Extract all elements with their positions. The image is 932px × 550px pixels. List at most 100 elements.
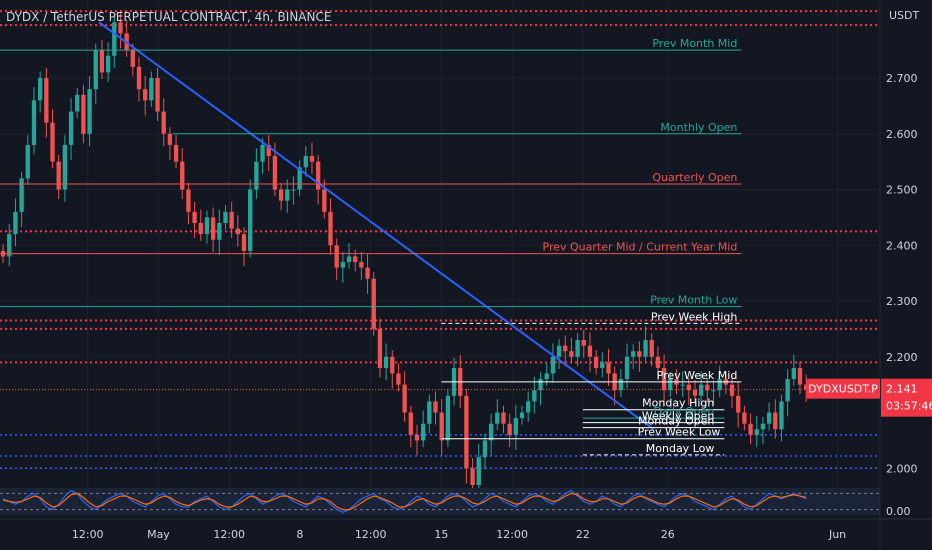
level-label: Monday Low (646, 442, 715, 455)
candle-body (643, 340, 648, 357)
candle-body (631, 351, 636, 357)
candle-body (365, 267, 370, 279)
candle-body (25, 144, 30, 179)
stoch-d-line (2, 492, 807, 511)
candle-body (686, 384, 691, 391)
candle-body (285, 189, 290, 201)
candle-body (130, 50, 135, 67)
y-tick-label: 2.700 (886, 72, 918, 85)
x-tick-label: May (147, 528, 170, 541)
candle-body (495, 412, 500, 424)
candle-body (81, 94, 86, 134)
candle-body (797, 367, 803, 385)
level-label: Weekly Open (642, 410, 715, 423)
level-label: Monthly Open (660, 121, 737, 134)
candle-body (99, 50, 105, 73)
candle-body (13, 211, 18, 235)
candle-body (680, 384, 685, 386)
candle-body (186, 189, 191, 212)
candle-body (229, 211, 234, 229)
candle-body (464, 395, 469, 469)
level-label: Prev Week Mid (657, 369, 738, 382)
x-tick-label: 22 (576, 528, 590, 541)
candle-body (112, 22, 117, 56)
candle-body (272, 156, 278, 190)
candle-body (149, 78, 154, 101)
symbol-tag (806, 378, 880, 399)
candle-body (637, 351, 642, 357)
candle-body (501, 412, 506, 424)
candle-body (241, 234, 247, 251)
candle-body (322, 189, 327, 212)
x-tick-label: 12:00 (72, 528, 104, 541)
level-label: Prev Quarter Mid / Current Year Mid (543, 241, 738, 254)
candle-body (192, 211, 197, 223)
candle-body (136, 66, 142, 90)
level-label: Prev Week Low (638, 426, 721, 439)
candle-body (198, 222, 203, 235)
candle-body (155, 78, 160, 112)
y-tick-label: 2.400 (886, 239, 918, 252)
trendline (98, 21, 655, 431)
candle-body (711, 390, 716, 392)
candle-body (439, 412, 444, 441)
stoch-tick-label: 0.00 (886, 505, 911, 518)
candle-body (544, 373, 549, 380)
candle-body (334, 245, 339, 268)
candle-body (210, 217, 216, 240)
x-tick-label: Jun (828, 528, 846, 541)
candle-body (7, 234, 12, 257)
candle-body (569, 351, 574, 357)
candles (0, 12, 809, 495)
candle-body (62, 144, 68, 190)
candle-body (266, 144, 271, 157)
candle-body (624, 356, 630, 380)
level-label: Prev Week High (651, 310, 737, 323)
candle-body (507, 423, 512, 435)
candle-body (248, 189, 253, 251)
candle-body (593, 356, 599, 368)
candle-body (223, 211, 228, 223)
candle-body (340, 262, 346, 268)
x-tick-label: 26 (661, 528, 675, 541)
candle-body (56, 161, 61, 190)
candle-body (748, 423, 753, 435)
y-tick-label: 2.300 (886, 295, 918, 308)
candle-body (377, 328, 383, 368)
price-label: 2.141 (886, 383, 918, 396)
level-label: Prev Month Mid (652, 37, 737, 50)
y-tick-label: 2.600 (886, 128, 918, 141)
symbol-label: DYDXUSDT.P (808, 383, 878, 396)
price-axis-bg (880, 0, 932, 550)
candle-body (470, 468, 475, 485)
candle-body (93, 50, 98, 90)
candle-body (161, 111, 166, 134)
candle-body (526, 401, 531, 413)
candle-body (513, 418, 518, 435)
candle-body (427, 401, 432, 424)
candle-body (705, 384, 710, 391)
candle-body (649, 340, 654, 357)
x-tick-label: 12:00 (355, 528, 387, 541)
candle-body (217, 222, 222, 240)
candle-body (291, 189, 296, 191)
candle-body (50, 122, 55, 162)
candle-body (692, 390, 698, 396)
stoch-band (0, 488, 880, 515)
level-label: Daily Open (654, 405, 715, 418)
y-tick-label: 2.000 (886, 462, 918, 475)
candle-body (371, 278, 376, 329)
candle-body (421, 423, 426, 441)
candle-body (173, 144, 179, 162)
candle-body (519, 412, 525, 419)
candle-body (779, 401, 784, 430)
candle-body (754, 429, 759, 435)
candle-body (742, 412, 747, 424)
candle-body (563, 345, 568, 352)
countdown-label: 03:57:46 (886, 400, 932, 413)
candle-body (488, 423, 494, 441)
candle-body (414, 434, 420, 441)
candle-body (180, 161, 185, 190)
level-label: Monday High (642, 397, 714, 410)
